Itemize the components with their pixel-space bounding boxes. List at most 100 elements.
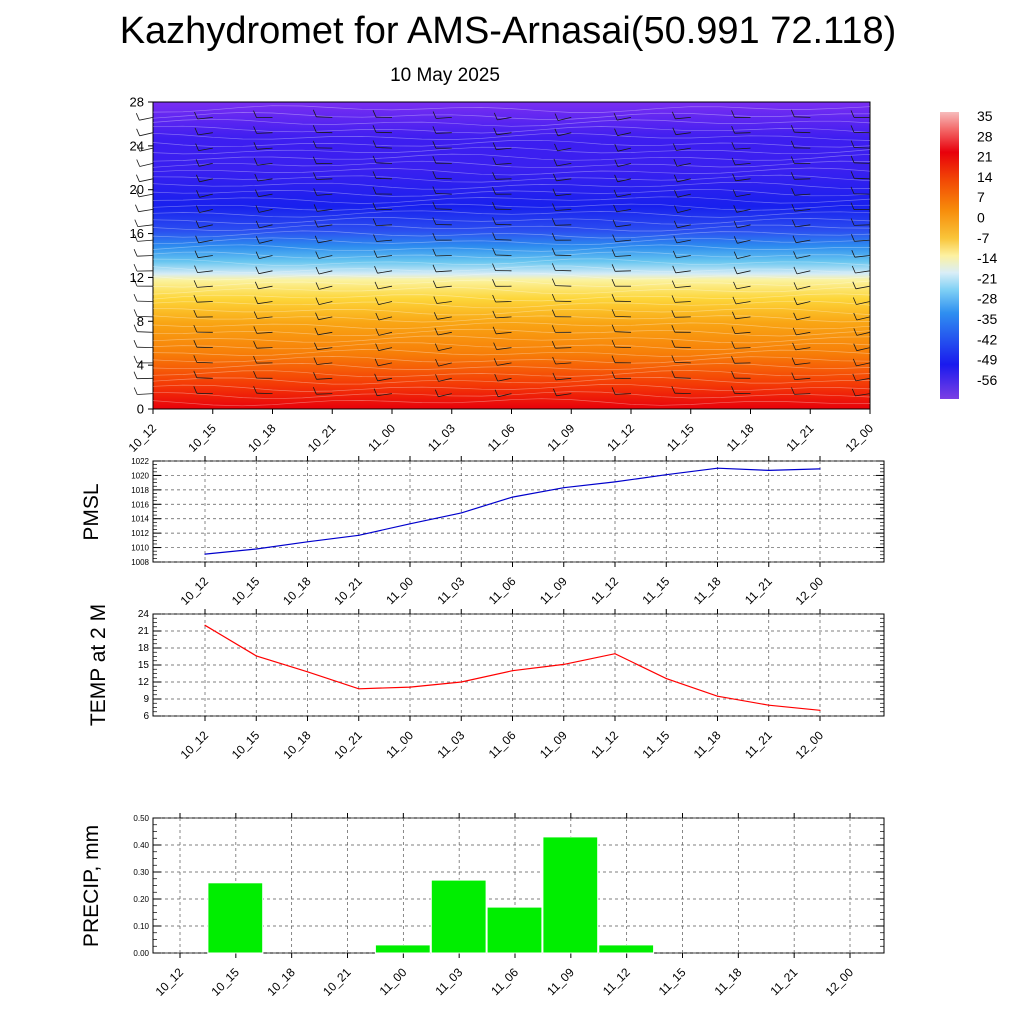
wind-barb [734, 331, 751, 334]
wind-barb [497, 117, 512, 121]
wind-barb-flag [850, 171, 855, 179]
wind-barb [555, 209, 572, 211]
wind-barb [854, 147, 871, 149]
wind-barb [796, 331, 811, 336]
wind-barb-flag [614, 128, 618, 136]
wind-barb-flag [492, 187, 496, 195]
contour-line [152, 146, 871, 155]
wind-barb [795, 224, 811, 228]
wind-barb-flag [492, 217, 496, 225]
wind-barb-flag [194, 250, 199, 258]
wind-barb [736, 270, 751, 275]
x-tick-label: 11_15 [640, 574, 673, 607]
contour-line [152, 335, 871, 344]
colorbar-label: -35 [977, 311, 997, 327]
wind-barb-flag [671, 370, 676, 378]
wind-barb-flag [673, 159, 678, 167]
y-tick-label: 6 [143, 711, 149, 722]
wind-barb [318, 316, 333, 321]
x-tick-label: 11_00 [383, 574, 416, 607]
wind-barb-flag [372, 140, 377, 148]
wind-barb-flag [733, 266, 738, 274]
wind-barb [435, 132, 452, 134]
wind-barb-flag [492, 263, 496, 271]
contour-line [152, 153, 871, 162]
wind-barb [196, 362, 213, 364]
precip-bar [542, 836, 599, 954]
wind-barb [376, 162, 393, 164]
heatmap-y-tick-label: 28 [130, 95, 144, 110]
wind-barb [318, 301, 333, 305]
contour-line [152, 189, 871, 197]
contour-line [152, 265, 871, 274]
wind-barb [674, 301, 691, 303]
wind-barb [139, 132, 154, 137]
wind-barb-flag [552, 372, 557, 381]
wind-barb [378, 316, 393, 321]
wind-barb [856, 316, 871, 321]
heatmap-y-tick-label: 16 [130, 226, 144, 241]
precip-bar [486, 906, 543, 954]
wind-barb [318, 255, 333, 259]
wind-barb [854, 177, 871, 180]
wind-barb-flag [611, 339, 616, 348]
wind-barb-flag [551, 293, 556, 302]
heatmap-y-tick-label: 0 [137, 402, 144, 417]
wind-barb-flag [312, 140, 317, 149]
contour-line [152, 398, 871, 407]
heatmap-y-tick-label: 24 [130, 138, 144, 153]
wind-barb-flag [851, 388, 856, 397]
wind-barb-flag [611, 324, 616, 332]
wind-barb-flag [671, 340, 676, 348]
wind-barb [557, 132, 572, 137]
contour-line [152, 377, 870, 385]
wind-barb [199, 224, 213, 229]
wind-barb-flag [434, 343, 439, 351]
contour-line [152, 293, 871, 302]
wind-barb-flag [193, 340, 198, 348]
wind-barb-flag [793, 251, 797, 259]
wind-barb-flag [852, 297, 857, 305]
precip-bar [430, 879, 487, 954]
wind-barb [677, 193, 691, 198]
y-tick-label: 15 [138, 660, 150, 671]
wind-barb-flag [850, 186, 855, 195]
wind-barb-flag [853, 328, 858, 336]
wind-barb-flag [133, 278, 138, 287]
wind-barb-flag [492, 247, 496, 256]
wind-barb [256, 132, 273, 134]
wind-barb-flag [133, 249, 138, 257]
wind-barb-flag [194, 111, 198, 120]
wind-barb-flag [790, 125, 795, 133]
y-tick-label: 0.00 [133, 949, 149, 958]
data-point [665, 678, 667, 680]
data-point [204, 553, 206, 555]
wind-barb-flag [492, 172, 496, 180]
contour-line [152, 356, 871, 364]
wind-barb-flag [196, 190, 200, 198]
x-tick-label: 11_03 [435, 574, 468, 607]
wind-barb-flag [492, 202, 496, 210]
wind-barb [555, 224, 572, 226]
wind-barb-flag [792, 219, 796, 228]
precip-bar [374, 944, 431, 954]
wind-barb-flag [733, 281, 737, 290]
wind-barb-flag [134, 219, 139, 227]
wind-barb-flag [254, 296, 259, 304]
contour-line [152, 203, 871, 211]
colorbar: 35 28 21 14 7 0 -7 -14 -21 -28 -35 -42 -49 -56 [940, 108, 997, 399]
wind-barb [316, 393, 333, 395]
colorbar-label: 35 [977, 108, 993, 124]
wind-barb-flag [375, 297, 379, 305]
wind-barb-flag [314, 235, 319, 243]
wind-barb-flag [372, 218, 377, 226]
wind-barb-flag [792, 235, 797, 243]
wind-barb-flag [432, 217, 437, 225]
contour-line [152, 181, 871, 190]
precip-ylabel: PRECIP, mm [80, 825, 103, 947]
wind-barb-flag [313, 204, 318, 212]
wind-barb-flag [196, 174, 200, 182]
wind-barb [617, 163, 632, 167]
wind-barb-flag [133, 293, 138, 302]
heatmap-y-axis: 0 4 8 12 16 20 24 28 [130, 95, 153, 417]
